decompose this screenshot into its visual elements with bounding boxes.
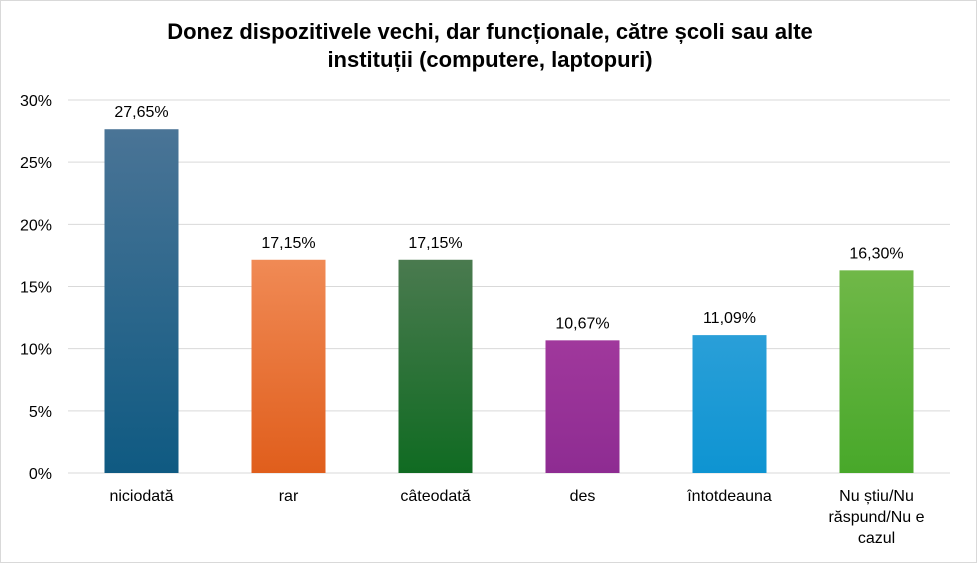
y-axis-ticks: 0% 5% 10% 15% 20% 25% 30%: [20, 93, 52, 483]
x-axis-categories: niciodată rar câteodată des întotdeauna Nu șt…: [109, 488, 924, 547]
bar: [104, 129, 179, 474]
x-category-label: cazul: [858, 530, 895, 547]
chart-title: Donez dispozitivele vechi, dar funcționa…: [90, 18, 890, 74]
data-label: 16,30%: [849, 245, 903, 262]
gridlines: [68, 99, 950, 474]
data-label: 10,67%: [555, 315, 609, 332]
x-category-label: Nu știu/Nu: [839, 488, 914, 505]
x-category-label: rar: [279, 488, 299, 505]
data-labels: 27,65% 17,15% 17,15% 10,67% 11,09% 16,30%: [114, 104, 903, 332]
x-category-label: întotdeauna: [686, 488, 772, 505]
bar: [545, 340, 620, 473]
data-label: 11,09%: [703, 310, 756, 327]
data-label: 17,15%: [261, 235, 315, 252]
x-category-label: câteodată: [400, 488, 470, 505]
chart-title-line-1: Donez dispozitivele vechi, dar funcționa…: [167, 19, 813, 44]
y-tick-label: 15%: [20, 280, 52, 297]
x-category-label: răspund/Nu e: [828, 509, 924, 526]
chart-title-line-2: instituții (computere, laptopuri): [327, 47, 653, 72]
y-tick-label: 30%: [20, 93, 52, 110]
bar: [839, 270, 914, 473]
bars: [104, 129, 914, 474]
bar: [251, 259, 326, 473]
y-tick-label: 25%: [20, 155, 52, 172]
y-tick-label: 10%: [20, 342, 52, 359]
y-tick-label: 0%: [29, 466, 52, 483]
x-category-label: des: [570, 488, 596, 505]
y-tick-label: 5%: [29, 404, 52, 421]
bar: [398, 259, 473, 473]
x-category-label: niciodată: [109, 488, 173, 505]
y-tick-label: 20%: [20, 217, 52, 234]
data-label: 27,65%: [114, 104, 168, 121]
bar: [692, 335, 767, 473]
data-label: 17,15%: [408, 235, 462, 252]
